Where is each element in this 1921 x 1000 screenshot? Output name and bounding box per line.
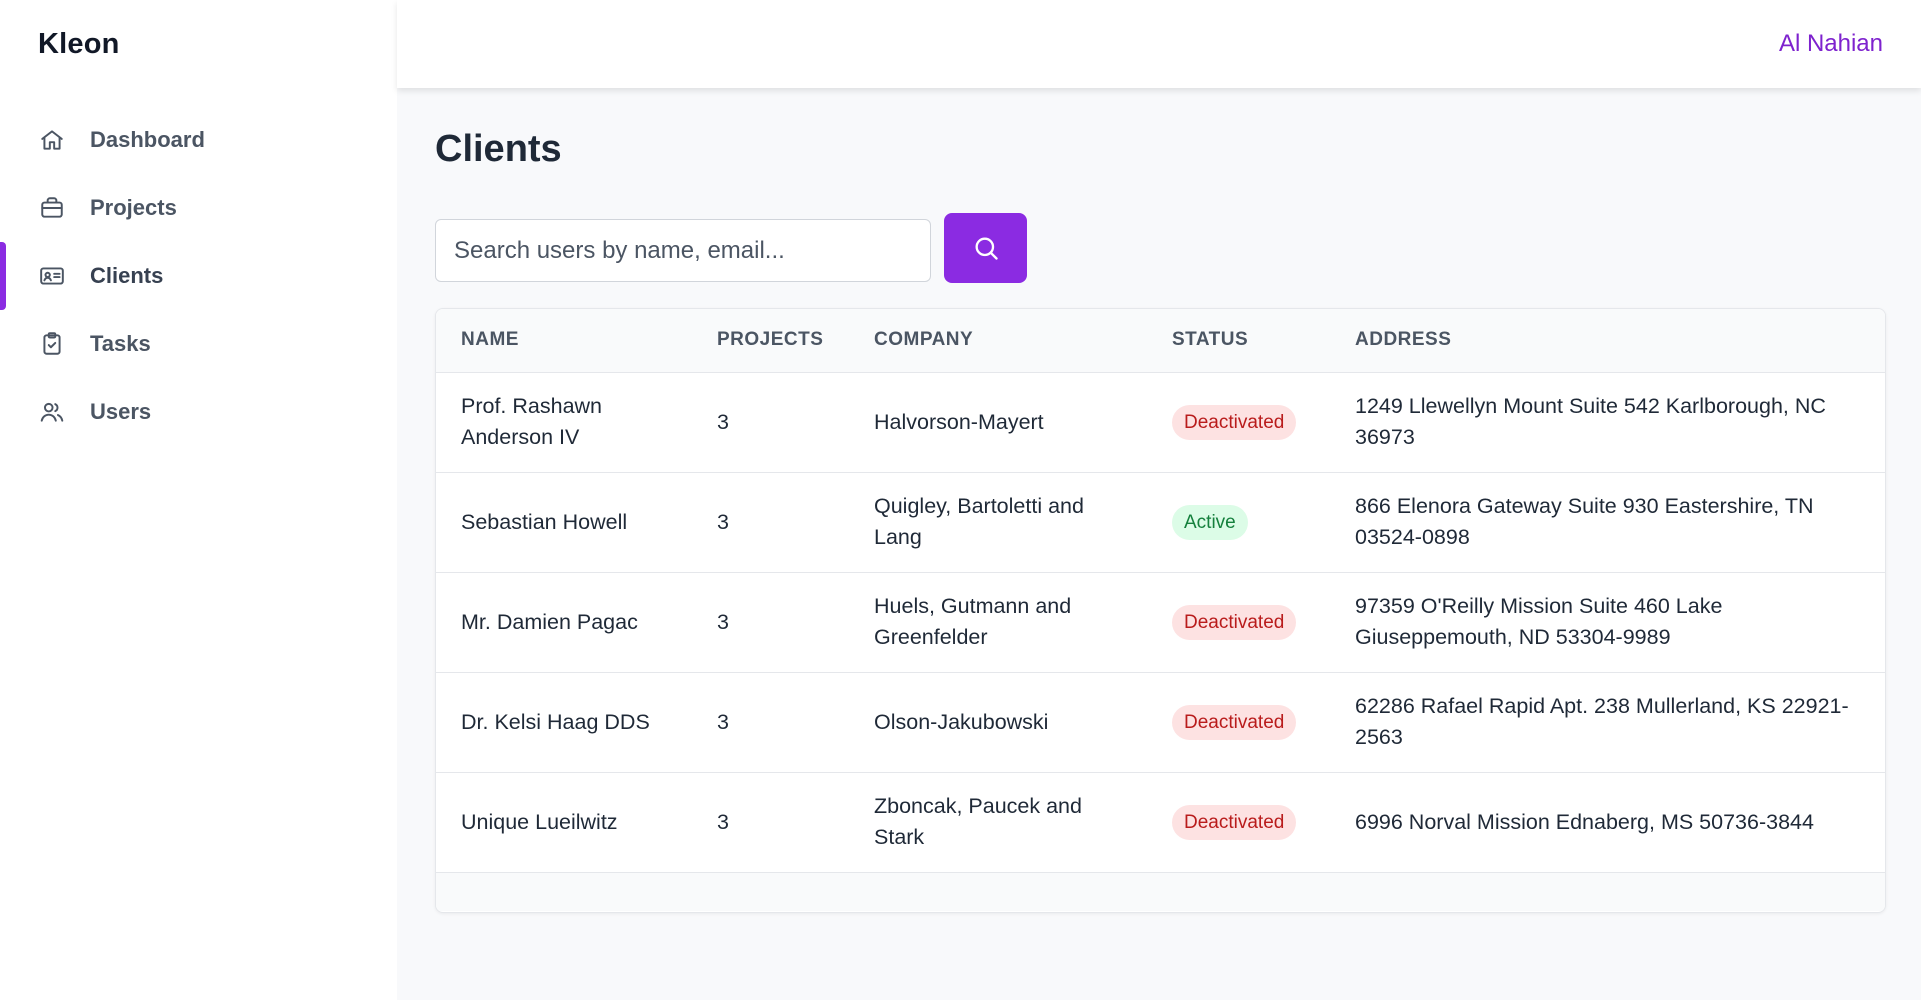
table-footer — [436, 872, 1885, 911]
status-badge: Deactivated — [1172, 404, 1297, 440]
cell-company: Halvorson-Mayert — [874, 409, 1044, 434]
table-row[interactable]: Sebastian Howell 3 Quigley, Bartoletti a… — [436, 472, 1885, 572]
column-header-company[interactable]: COMPANY — [849, 309, 1147, 373]
cell-name: Dr. Kelsi Haag DDS — [461, 709, 650, 734]
clients-table: NAME PROJECTS COMPANY STATUS ADDRESS Pro… — [435, 308, 1886, 913]
sidebar-item-tasks[interactable]: Tasks — [0, 310, 397, 378]
brand-logo[interactable]: Kleon — [38, 28, 120, 60]
sidebar-item-label: Tasks — [90, 331, 151, 356]
status-badge: Deactivated — [1172, 704, 1297, 740]
cell-company: Quigley, Bartoletti and Lang — [874, 494, 1084, 549]
column-header-projects[interactable]: PROJECTS — [692, 309, 849, 373]
column-header-status[interactable]: STATUS — [1147, 309, 1330, 373]
cell-projects: 3 — [717, 509, 729, 534]
sidebar-item-users[interactable]: Users — [0, 378, 397, 446]
cell-status: Deactivated — [1147, 372, 1330, 472]
cell-name: Unique Lueilwitz — [461, 809, 618, 834]
sidebar-item-label: Dashboard — [90, 127, 205, 152]
search-button[interactable] — [944, 213, 1027, 283]
top-bar: Al Nahian — [397, 0, 1921, 88]
main-content: Clients NAME PROJECTS COMPANY STATUS ADD… — [397, 88, 1921, 1000]
cell-address: 1249 Llewellyn Mount Suite 542 Karlborou… — [1355, 394, 1826, 449]
cell-company: Zboncak, Paucek and Stark — [874, 794, 1082, 850]
cell-status: Deactivated — [1147, 672, 1330, 772]
sidebar-item-clients[interactable]: Clients — [0, 242, 397, 310]
users-icon — [38, 398, 66, 426]
cell-name: Mr. Damien Pagac — [461, 609, 638, 634]
cell-name: Sebastian Howell — [461, 509, 628, 534]
page-title: Clients — [435, 128, 562, 170]
cell-address: 62286 Rafael Rapid Apt. 238 Mullerland, … — [1355, 694, 1849, 749]
column-header-name[interactable]: NAME — [436, 309, 692, 373]
briefcase-icon — [38, 194, 66, 222]
user-menu[interactable]: Al Nahian — [1778, 30, 1883, 57]
cell-address: 866 Elenora Gateway Suite 930 Eastershir… — [1355, 494, 1814, 549]
table-row[interactable]: Mr. Damien Pagac 3 Huels, Gutmann and Gr… — [436, 572, 1885, 672]
sidebar-item-label: Users — [90, 399, 152, 424]
sidebar-item-label: Clients — [90, 263, 164, 288]
cell-status: Deactivated — [1147, 572, 1330, 672]
sidebar: Kleon Dashboard Projects — [0, 0, 397, 1000]
home-icon — [38, 126, 66, 154]
cell-company: Olson-Jakubowski — [874, 709, 1049, 734]
cell-address: 6996 Norval Mission Ednaberg, MS 50736-3… — [1355, 809, 1814, 834]
status-badge: Active — [1172, 504, 1248, 540]
id-card-icon — [38, 262, 66, 290]
sidebar-item-projects[interactable]: Projects — [0, 174, 397, 242]
status-badge: Deactivated — [1172, 604, 1297, 640]
cell-name: Prof. Rashawn Anderson IV — [461, 394, 603, 449]
search-icon — [972, 234, 1000, 262]
table-row[interactable]: Unique Lueilwitz 3 Zboncak, Paucek and S… — [436, 772, 1885, 872]
cell-status: Deactivated — [1147, 772, 1330, 872]
sidebar-item-label: Projects — [90, 195, 177, 220]
cell-projects: 3 — [717, 809, 729, 834]
cell-address: 97359 O'Reilly Mission Suite 460 Lake Gi… — [1355, 594, 1723, 649]
table-header-row: NAME PROJECTS COMPANY STATUS ADDRESS — [436, 309, 1885, 373]
column-header-address[interactable]: ADDRESS — [1330, 309, 1885, 373]
cell-projects: 3 — [717, 409, 729, 434]
status-badge: Deactivated — [1172, 804, 1297, 840]
cell-company: Huels, Gutmann and Greenfelder — [874, 594, 1072, 649]
clipboard-check-icon — [38, 330, 66, 358]
sidebar-item-dashboard[interactable]: Dashboard — [0, 106, 397, 174]
table-row[interactable]: Prof. Rashawn Anderson IV 3 Halvorson-Ma… — [436, 372, 1885, 472]
search-input[interactable] — [435, 219, 931, 282]
cell-status: Active — [1147, 472, 1330, 572]
cell-projects: 3 — [717, 709, 729, 734]
sidebar-nav: Dashboard Projects Clients — [0, 106, 397, 446]
cell-projects: 3 — [717, 609, 729, 634]
table-row[interactable]: Dr. Kelsi Haag DDS 3 Olson-Jakubowski De… — [436, 672, 1885, 772]
